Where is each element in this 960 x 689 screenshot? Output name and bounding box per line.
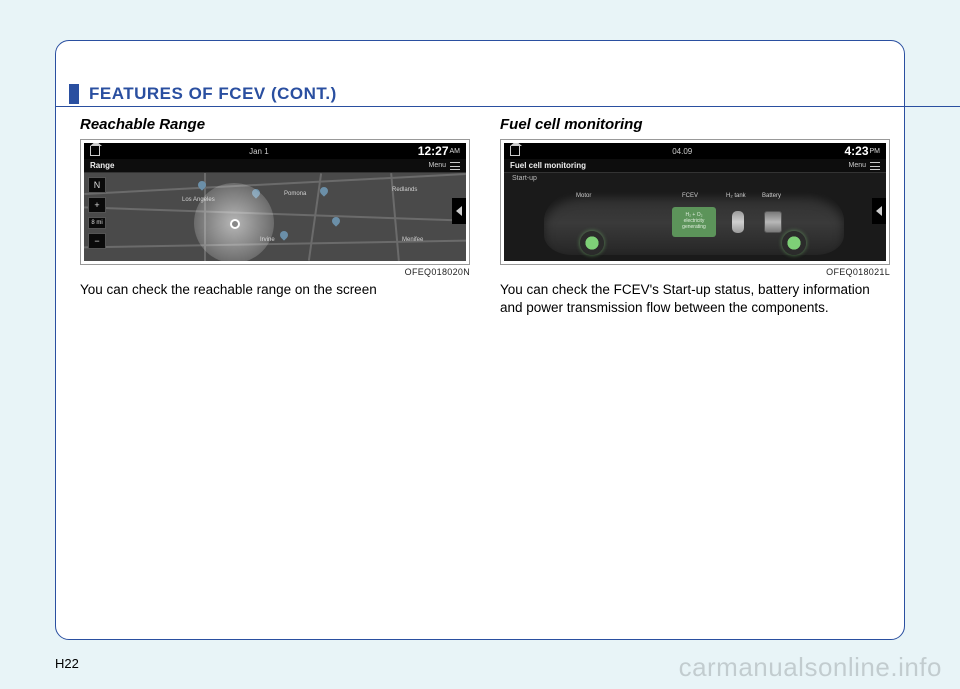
page-number: H22 <box>55 656 79 671</box>
cell-text-line: generating <box>682 225 706 231</box>
map-city-label: Menifee <box>402 237 423 243</box>
home-icon[interactable] <box>510 146 520 156</box>
infotainment-screen-range: Jan 1 12:27 AM Range Menu Los Ange <box>84 143 466 261</box>
map-road <box>84 206 466 221</box>
figure-reference: OFEQ018020N <box>80 267 470 277</box>
motor-wheel-icon <box>782 231 806 255</box>
menu-button[interactable]: Menu <box>428 162 446 169</box>
screenshot-frame-range: Jan 1 12:27 AM Range Menu Los Ange <box>80 139 470 265</box>
side-collapse-button[interactable] <box>872 198 886 224</box>
watermark-text: carmanualsonline.info <box>679 652 942 683</box>
compass-button[interactable]: N <box>88 177 106 193</box>
subhead-reachable-range: Reachable Range <box>80 116 470 133</box>
motor-wheel-icon <box>580 231 604 255</box>
screen-title: Range <box>90 161 428 170</box>
subhead-fuel-cell: Fuel cell monitoring <box>500 116 890 133</box>
screen-subbar: Range Menu <box>84 159 466 173</box>
fcev-diagram: Start-up Motor FCEV H₂ tank Battery H₂ +… <box>504 173 886 261</box>
caption-text: You can check the FCEV's Start-up status… <box>500 281 890 317</box>
h2-tank-icon <box>732 211 744 233</box>
map-road <box>308 173 322 260</box>
status-bar: 04.09 4:23 PM <box>504 143 886 159</box>
list-icon[interactable] <box>870 162 880 170</box>
infotainment-screen-fcev: 04.09 4:23 PM Fuel cell monitoring Menu … <box>504 143 886 261</box>
status-ampm: AM <box>450 148 461 155</box>
map-pin-icon <box>278 229 289 240</box>
content-row: Reachable Range Jan 1 12:27 AM Range Men… <box>80 116 890 317</box>
map-city-label: Pomona <box>284 191 306 197</box>
status-time: 12:27 <box>418 144 449 158</box>
header-title: FEATURES OF FCEV (CONT.) <box>89 84 337 104</box>
label-motor: Motor <box>576 193 591 199</box>
zoom-in-button[interactable]: + <box>88 197 106 213</box>
label-battery: Battery <box>762 193 781 199</box>
battery-icon <box>764 211 782 233</box>
vehicle-position-icon <box>230 219 240 229</box>
label-h2tank: H₂ tank <box>726 193 746 199</box>
zoom-out-button[interactable]: − <box>88 233 106 249</box>
header-marker <box>69 84 79 104</box>
col-reachable-range: Reachable Range Jan 1 12:27 AM Range Men… <box>80 116 470 317</box>
figure-reference: OFEQ018021L <box>500 267 890 277</box>
status-date: 04.09 <box>520 147 844 156</box>
screen-title: Fuel cell monitoring <box>510 161 848 170</box>
status-date: Jan 1 <box>100 147 418 156</box>
status-bar: Jan 1 12:27 AM <box>84 143 466 159</box>
map-city-label: Redlands <box>392 187 417 193</box>
menu-button[interactable]: Menu <box>848 162 866 169</box>
map-controls: N + 8 mi − <box>88 177 106 249</box>
screen-subbar: Fuel cell monitoring Menu <box>504 159 886 173</box>
label-fcev: FCEV <box>682 193 698 199</box>
scale-indicator: 8 mi <box>88 217 106 229</box>
map-canvas[interactable]: Los Angeles Pomona Redlands Irvine Menif… <box>84 173 466 261</box>
col-fuel-cell-monitoring: Fuel cell monitoring 04.09 4:23 PM Fuel … <box>500 116 890 317</box>
header-divider <box>55 106 960 107</box>
home-icon[interactable] <box>90 146 100 156</box>
fuel-cell-box: H₂ + O₂ electricity generating <box>672 207 716 237</box>
status-time: 4:23 <box>844 144 868 158</box>
status-ampm: PM <box>870 148 881 155</box>
fcev-status-label: Start-up <box>512 175 537 182</box>
section-header: FEATURES OF FCEV (CONT.) <box>55 82 905 106</box>
list-icon[interactable] <box>450 162 460 170</box>
side-collapse-button[interactable] <box>452 198 466 224</box>
caption-text: You can check the reachable range on the… <box>80 281 470 299</box>
screenshot-frame-fcev: 04.09 4:23 PM Fuel cell monitoring Menu … <box>500 139 890 265</box>
